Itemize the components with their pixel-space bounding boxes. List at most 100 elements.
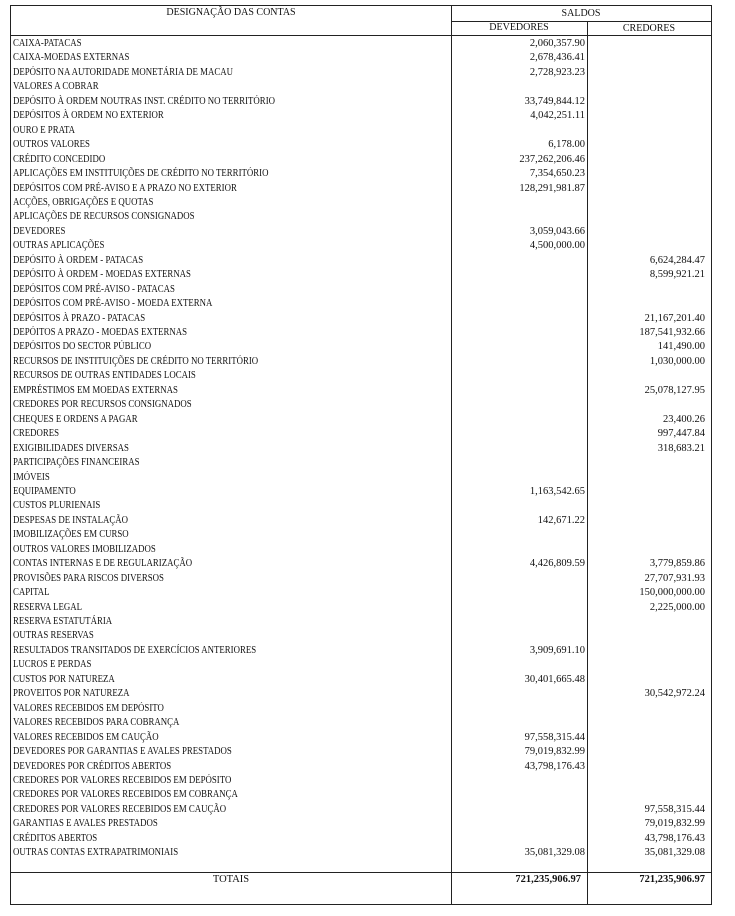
credores-value: 150,000,000.00 <box>639 587 705 599</box>
table-row: DEPÓSITOS À ORDEM NO EXTERIOR 4,042,251.1… <box>11 109 711 123</box>
table-row: DEPÓSITOS COM PRÉ-AVISO E A PRAZO NO EXT… <box>11 182 711 196</box>
account-name: DEVEDORES <box>13 225 66 237</box>
account-name: IMOBILIZAÇÕES EM CURSO <box>13 529 129 541</box>
credores-value: 997,447.84 <box>657 428 705 440</box>
credores-value: 43,798,176.43 <box>644 832 705 844</box>
table-row: CAIXA-PATACAS 2,060,357.90 <box>11 37 711 51</box>
account-name: OUTRAS CONTAS EXTRAPATRIMONIAIS <box>13 847 179 859</box>
credores-value: 27,707,931.93 <box>644 572 705 584</box>
devedores-value: 2,728,923.23 <box>529 66 585 78</box>
table-row: CAIXA-MOEDAS EXTERNAS 2,678,436.41 <box>11 51 711 65</box>
account-name: CAIXA-PATACAS <box>13 38 82 49</box>
account-name: DEPÓITOS A PRAZO - MOEDAS EXTERNAS <box>13 327 188 338</box>
credores-value: 30,542,972.24 <box>644 688 705 700</box>
devedores-value: 97,558,315.44 <box>524 731 585 743</box>
account-name: DEPÓSITO À ORDEM - PATACAS <box>13 254 144 266</box>
table-row: DEPÓSITOS COM PRÉ-AVISO - PATACAS <box>11 283 711 297</box>
devedores-value: 30,401,665.48 <box>524 673 585 685</box>
account-name: OURO E PRATA <box>13 124 76 136</box>
table-row: DEPÓSITOS COM PRÉ-AVISO - MOEDA EXTERNA <box>11 297 711 311</box>
account-name: RECURSOS DE OUTRAS ENTIDADES LOCAIS <box>13 370 196 382</box>
table-row: CUSTOS POR NATUREZA 30,401,665.48 <box>11 673 711 687</box>
devedores-value: 6,178.00 <box>548 139 585 151</box>
account-name: DEVEDORES POR CRÉDITOS ABERTOS <box>13 760 172 772</box>
balance-table: DESIGNAÇÃO DAS CONTAS SALDOS DEVEDORES C… <box>10 5 712 905</box>
account-name: DEPÓSITOS À ORDEM NO EXTERIOR <box>13 110 164 122</box>
table-row: CRÉDITOS ABERTOS 43,798,176.43 <box>11 832 711 846</box>
account-name: VALORES RECEBIDOS EM CAUÇÃO <box>13 731 159 743</box>
credores-value: 35,081,329.08 <box>644 847 705 859</box>
account-name: DEPÓSITOS À PRAZO - PATACAS <box>13 312 146 324</box>
table-row: RESERVA ESTATUTÁRIA <box>11 615 711 629</box>
devedores-value: 1,163,542.65 <box>529 485 585 497</box>
totals-devedores: 721,235,906.97 <box>515 874 581 885</box>
table-row: OUTRAS RESERVAS <box>11 629 711 643</box>
account-name: GARANTIAS E AVALES PRESTADOS <box>13 818 158 830</box>
table-row: OUTROS VALORES 6,178.00 <box>11 138 711 152</box>
table-row: CREDORES POR RECURSOS CONSIGNADOS <box>11 398 711 412</box>
devedores-value: 142,671.22 <box>537 514 585 526</box>
account-name: CRÉDITOS ABERTOS <box>13 832 98 844</box>
totals-credores: 721,235,906.97 <box>639 874 705 885</box>
table-row: DEVEDORES 3,059,043.66 <box>11 225 711 239</box>
table-row: DEPÓSITO À ORDEM NOUTRAS INST. CRÉDITO N… <box>11 95 711 109</box>
credores-value: 97,558,315.44 <box>644 803 705 815</box>
table-row: DEVEDORES POR CRÉDITOS ABERTOS 43,798,176… <box>11 760 711 774</box>
account-name: CUSTOS PLURIENAIS <box>13 500 101 512</box>
table-row: OURO E PRATA <box>11 124 711 138</box>
table-row: CRÉDITO CONCEDIDO 237,262,206.46 <box>11 153 711 167</box>
account-name: APLICAÇÕES EM INSTITUIÇÕES DE CRÉDITO NO… <box>13 168 269 180</box>
account-name: APLICAÇÕES DE RECURSOS CONSIGNADOS <box>13 211 195 223</box>
table-row: ACÇÕES, OBRIGAÇÕES E QUOTAS <box>11 196 711 210</box>
row-divider <box>451 21 711 22</box>
account-name: OUTRAS RESERVAS <box>13 630 94 642</box>
table-row: CREDORES 997,447.84 <box>11 427 711 441</box>
account-name: IMÓVEIS <box>13 471 50 483</box>
column-divider <box>451 6 452 904</box>
table-row: DESPESAS DE INSTALAÇÃO 142,671.22 <box>11 514 711 528</box>
devedores-value: 2,060,357.90 <box>529 38 585 49</box>
account-name: RESERVA ESTATUTÁRIA <box>13 616 113 627</box>
account-name: DEPÓSITO NA AUTORIDADE MONETÁRIA DE MACA… <box>13 66 233 78</box>
account-name: DEPÓSITOS COM PRÉ-AVISO E A PRAZO NO EXT… <box>13 182 237 194</box>
table-row: OUTRAS APLICAÇÕES 4,500,000.00 <box>11 239 711 253</box>
column-divider <box>587 22 588 904</box>
account-name: EXIGIBILIDADES DIVERSAS <box>13 442 129 454</box>
devedores-value: 128,291,981.87 <box>519 182 585 194</box>
account-name: ACÇÕES, OBRIGAÇÕES E QUOTAS <box>13 196 154 208</box>
account-name: CAIXA-MOEDAS EXTERNAS <box>13 52 130 64</box>
account-name: DEPÓSITO À ORDEM - MOEDAS EXTERNAS <box>13 269 191 281</box>
table-row: VALORES A COBRAR <box>11 80 711 94</box>
table-row: APLICAÇÕES EM INSTITUIÇÕES DE CRÉDITO NO… <box>11 167 711 181</box>
table-row: DEPÓSITO À ORDEM - PATACAS 6,624,284.47 <box>11 254 711 268</box>
table-row: OUTROS VALORES IMOBILIZADOS <box>11 543 711 557</box>
table-row: DEVEDORES POR GARANTIAS E AVALES PRESTAD… <box>11 745 711 759</box>
table-row: DEPÓSITOS DO SECTOR PÚBLICO 141,490.00 <box>11 340 711 354</box>
table-row: EXIGIBILIDADES DIVERSAS 318,683.21 <box>11 442 711 456</box>
devedores-value: 33,749,844.12 <box>524 95 585 107</box>
account-name: RESERVA LEGAL <box>13 601 82 613</box>
account-name: CREDORES POR VALORES RECEBIDOS EM DEPÓSI… <box>13 774 232 786</box>
account-name: VALORES RECEBIDOS PARA COBRANÇA <box>13 717 180 729</box>
account-name: DESPESAS DE INSTALAÇÃO <box>13 514 128 526</box>
account-name: CUSTOS POR NATUREZA <box>13 673 115 685</box>
table-row: GARANTIAS E AVALES PRESTADOS 79,019,832.9… <box>11 817 711 831</box>
table-row: PARTICIPAÇÕES FINANCEIRAS <box>11 456 711 470</box>
devedores-value: 3,059,043.66 <box>529 225 585 237</box>
table-row: CUSTOS PLURIENAIS <box>11 499 711 513</box>
header-divider <box>11 35 711 36</box>
devedores-value: 3,909,691.10 <box>529 644 585 656</box>
account-name: RECURSOS DE INSTITUIÇÕES DE CRÉDITO NO T… <box>13 355 259 367</box>
account-name: PROVEITOS POR NATUREZA <box>13 688 130 700</box>
table-row: DEPÓITOS A PRAZO - MOEDAS EXTERNAS 187,54… <box>11 326 711 340</box>
credores-value: 318,683.21 <box>657 442 705 454</box>
account-name: DEPÓSITOS DO SECTOR PÚBLICO <box>13 341 152 353</box>
account-name: CAPITAL <box>13 587 50 599</box>
account-name: EQUIPAMENTO <box>13 485 76 497</box>
devedores-value: 2,678,436.41 <box>529 52 585 64</box>
table-row: EQUIPAMENTO 1,163,542.65 <box>11 485 711 499</box>
totals-label: TOTAIS <box>212 874 250 885</box>
table-row: CAPITAL 150,000,000.00 <box>11 586 711 600</box>
table-row: CHEQUES E ORDENS A PAGAR 23,400.26 <box>11 413 711 427</box>
credores-value: 187,541,932.66 <box>639 327 705 338</box>
